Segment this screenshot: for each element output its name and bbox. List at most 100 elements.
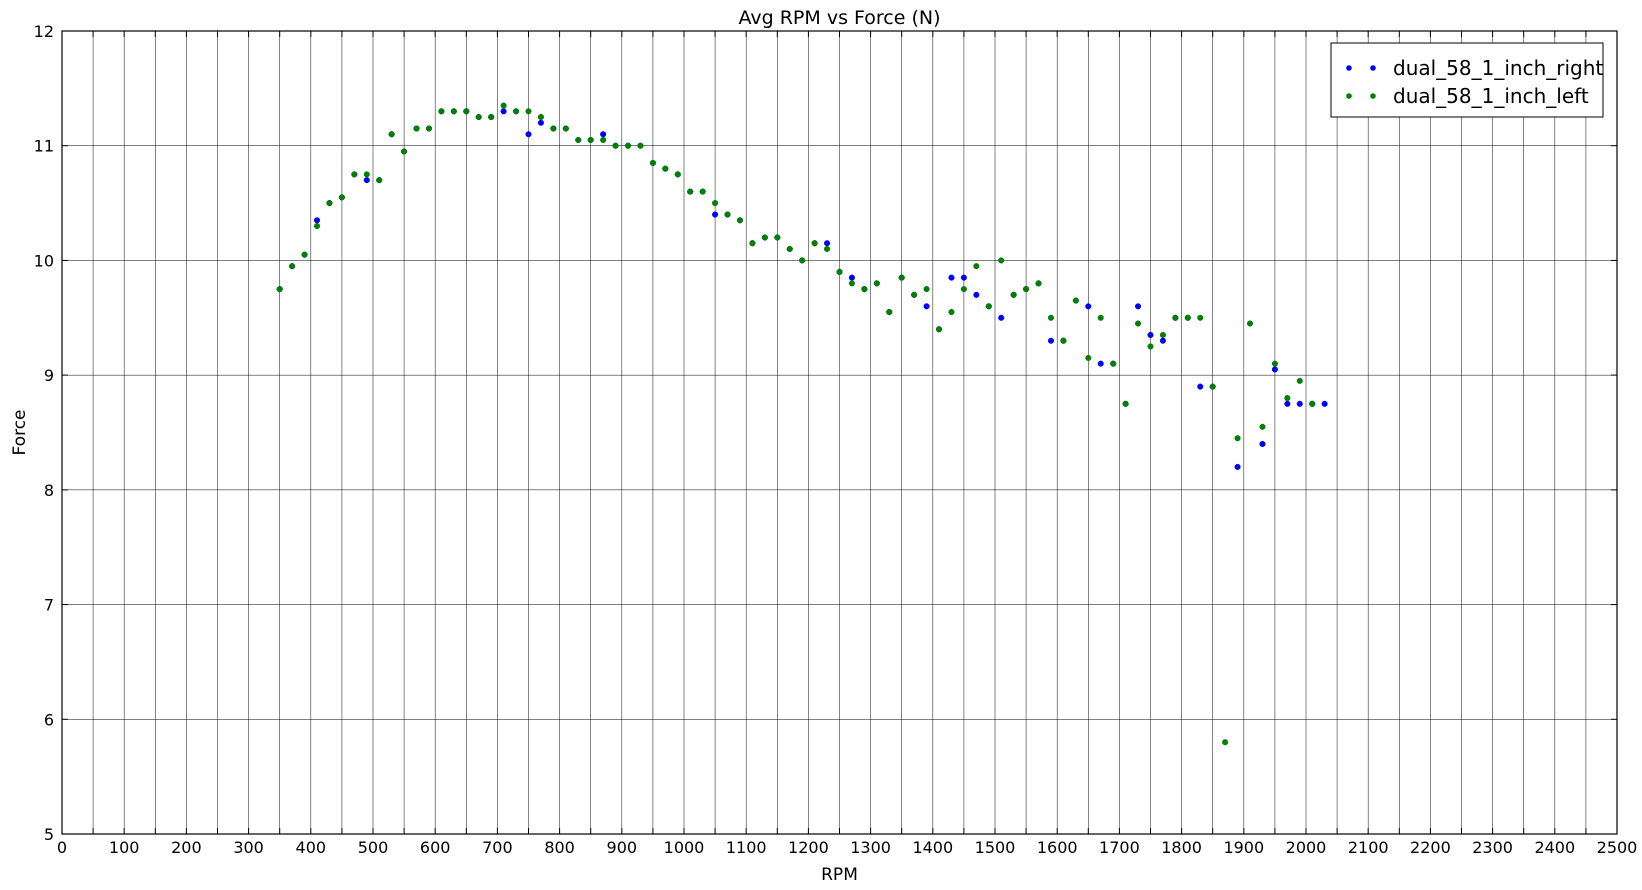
legend: dual_58_1_inch_right dual_58_1_inch_left [1330, 42, 1604, 118]
data-point [886, 309, 893, 316]
data-point [562, 125, 569, 132]
series-1-points [276, 108, 1328, 470]
data-point [612, 142, 619, 149]
data-point [736, 217, 744, 224]
data-point [450, 108, 457, 115]
data-point [550, 125, 557, 132]
data-point [388, 131, 395, 138]
data-point [935, 326, 943, 333]
data-point [1159, 337, 1166, 344]
legend-label: dual_58_1_inch_right [1393, 56, 1603, 80]
x-tick-label: 100 [109, 838, 140, 857]
x-tick-label: 500 [358, 838, 389, 857]
x-tick-label: 1400 [912, 838, 953, 857]
x-tick-label: 1600 [1037, 838, 1078, 857]
data-point [637, 142, 644, 149]
data-point [774, 234, 781, 241]
x-tick-label: 2400 [1534, 838, 1575, 857]
data-point [799, 257, 806, 264]
data-point [898, 274, 905, 281]
data-point [313, 217, 321, 224]
data-point [289, 263, 296, 270]
y-tick-label: 12 [34, 22, 54, 41]
data-point [326, 200, 333, 207]
legend-marker [1370, 93, 1376, 99]
data-point [1284, 400, 1291, 407]
data-point [363, 177, 370, 184]
data-point [1259, 440, 1266, 448]
y-tick-label: 7 [44, 596, 54, 615]
data-point [1309, 400, 1316, 407]
x-tick-label: 1700 [1099, 838, 1140, 857]
data-point [1097, 360, 1104, 367]
data-point [401, 148, 408, 155]
data-point [1159, 331, 1166, 339]
data-point [1135, 303, 1142, 310]
data-point [1222, 739, 1229, 746]
x-tick-label: 2500 [1597, 838, 1638, 857]
data-point [537, 119, 544, 126]
data-point [687, 188, 694, 195]
x-tick-label: 700 [482, 838, 513, 857]
x-tick-label: 900 [607, 838, 638, 857]
data-point [985, 303, 992, 310]
data-point [712, 211, 719, 218]
axis-ticks: 0 100 200 300 400 500 600 700 800 900 1000 1100 1200… [34, 22, 1638, 857]
plot-frame [61, 30, 1618, 835]
data-point [1085, 354, 1092, 361]
x-tick-label: 0 [57, 838, 67, 857]
data-point [624, 142, 632, 149]
data-point [1321, 400, 1328, 407]
data-point [911, 291, 918, 298]
data-point [513, 108, 520, 115]
data-point [1209, 383, 1216, 390]
x-tick-label: 1800 [1161, 838, 1202, 857]
data-point [1085, 303, 1092, 310]
data-point [313, 222, 321, 230]
data-point [848, 280, 855, 287]
data-point [649, 159, 656, 166]
data-point [500, 102, 507, 109]
y-tick-label: 8 [44, 481, 54, 500]
data-point [351, 171, 358, 178]
data-point [960, 274, 967, 281]
data-point [811, 240, 818, 247]
data-point [836, 268, 843, 275]
data-point [1147, 343, 1154, 350]
data-point [413, 125, 420, 132]
data-point [525, 131, 532, 138]
data-point [1271, 360, 1278, 367]
data-point [699, 188, 706, 195]
x-tick-label: 1100 [726, 838, 767, 857]
x-tick-label: 1300 [850, 838, 891, 857]
data-point [488, 113, 495, 121]
chart-title: Avg RPM vs Force (N) [739, 7, 941, 29]
data-point [500, 108, 507, 115]
data-point [1097, 314, 1104, 321]
legend-marker [1346, 93, 1352, 99]
data-point [861, 286, 868, 293]
data-point [1246, 320, 1254, 327]
x-tick-label: 800 [544, 838, 575, 857]
x-tick-label: 400 [296, 838, 327, 857]
data-point [662, 165, 669, 172]
data-point [712, 200, 719, 207]
data-point [1122, 400, 1129, 407]
data-point [960, 286, 967, 293]
data-points [276, 102, 1328, 746]
data-point [338, 194, 345, 201]
data-point [363, 171, 370, 178]
data-point [1234, 435, 1241, 442]
legend-box [1330, 42, 1604, 118]
x-tick-label: 2100 [1348, 838, 1389, 857]
data-point [1271, 366, 1278, 373]
data-point [1110, 360, 1117, 367]
data-point [998, 257, 1005, 264]
data-point [425, 125, 433, 132]
data-point [786, 245, 793, 253]
data-point [1259, 423, 1266, 430]
data-point [674, 171, 681, 178]
data-point [761, 234, 768, 241]
